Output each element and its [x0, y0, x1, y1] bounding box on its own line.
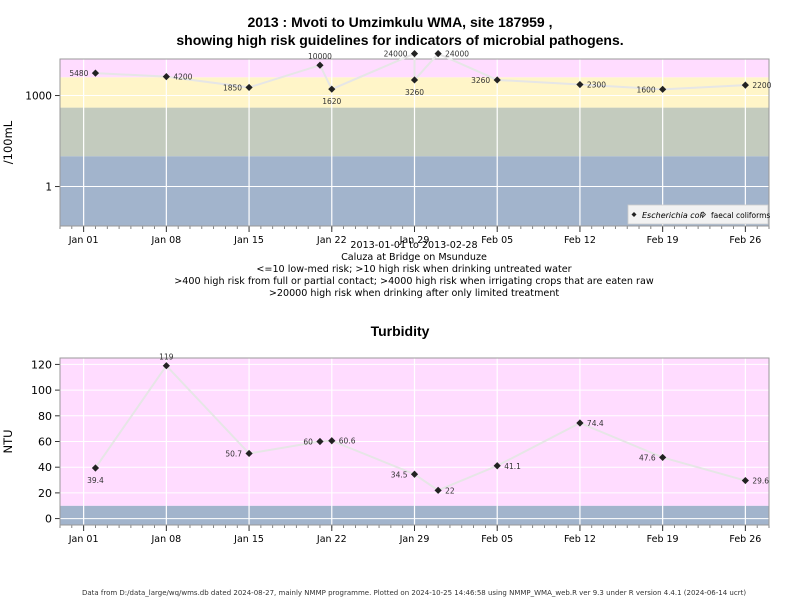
x-tick-label-6: Feb 12: [564, 534, 596, 545]
footer-note: Data from D:/data_large/wq/wms.db dated …: [81, 589, 747, 597]
plot-frame: [59, 357, 770, 526]
x-tick-label-2: Jan 15: [233, 534, 264, 545]
y-tick-label-5: 100: [31, 384, 52, 397]
guideline-note-3: >20000 high risk when drinking after onl…: [268, 288, 560, 299]
data-point-9: [659, 453, 667, 462]
data-point-9: [576, 80, 584, 89]
legend: Escherichia coli faecal coliforms: [627, 204, 770, 225]
y-axis-label: NTU: [1, 429, 15, 453]
data-label-8: 3260: [471, 76, 490, 85]
data-point-7: [493, 462, 501, 470]
x-tick-label-4: Jan 29: [399, 235, 430, 246]
data-label-8: 74.4: [587, 419, 604, 428]
data-label-4: 60.6: [339, 437, 356, 446]
microbial-chart: Jan 01 Jan 08 Jan 15 Jan 22 Jan 29 Feb 05 Feb …: [1, 50, 772, 246]
data-label-6: 3260: [405, 88, 424, 97]
legend-label-ecoli: Escherichia coli: [642, 211, 705, 220]
x-tick-label-0: Jan 01: [68, 534, 99, 545]
y-tick-label-1: 1000: [25, 91, 52, 103]
x-tick-label-4: Jan 29: [399, 534, 430, 545]
x-tick-label-0: Jan 01: [68, 235, 99, 246]
data-point-8: [493, 76, 501, 84]
date-range-note: 2013-01-01 to 2013-02-28: [350, 240, 478, 251]
turbidity-title: Turbidity: [370, 323, 430, 339]
x-tick-label-1: Jan 08: [150, 235, 181, 246]
data-point-10: [659, 85, 667, 93]
x-tick-label-2: Jan 15: [233, 235, 264, 246]
data-label-3: 60: [303, 438, 313, 447]
data-label-7: 41.1: [504, 462, 521, 471]
data-label-5: 24000: [384, 50, 408, 59]
y-axis-label: /100mL: [1, 120, 15, 164]
legend-box: [627, 204, 769, 225]
data-point-10: [741, 476, 749, 485]
guideline-note-1: <=10 low-med risk; >10 high risk when dr…: [256, 264, 572, 275]
x-tick-label-3: Jan 22: [316, 235, 347, 246]
data-label-9: 47.6: [639, 453, 656, 462]
data-point-4: [328, 85, 336, 93]
data-label-2: 1850: [223, 83, 242, 92]
legend-label-faecal: faecal coliforms: [711, 211, 770, 220]
x-tick-label-3: Jan 22: [316, 534, 347, 545]
y-tick-label-3: 60: [38, 436, 52, 449]
data-label-3: 10000: [308, 52, 332, 61]
data-label-5: 34.5: [391, 470, 408, 479]
legend-marker-ecoli: [631, 212, 637, 217]
y-tick-label-2: 40: [38, 461, 52, 474]
guideline-note-2: >400 high risk from full or partial cont…: [174, 276, 654, 287]
data-point-3: [316, 61, 324, 69]
x-tick-label-1: Jan 08: [150, 534, 181, 545]
data-label-9: 2300: [587, 81, 606, 90]
y-tick-label-4: 80: [38, 410, 52, 423]
y-tick-label-6: 120: [31, 358, 52, 371]
data-label-11: 2200: [752, 81, 771, 90]
data-label-10: 1600: [637, 85, 656, 94]
x-tick-label-8: Feb 26: [729, 534, 761, 545]
data-point-5: [410, 470, 419, 478]
data-point-4: [328, 437, 336, 445]
data-label-7: 24000: [445, 50, 469, 59]
data-label-1: 4200: [173, 73, 192, 82]
data-point-7: [434, 50, 442, 58]
turbidity-chart: Jan 01 Jan 08 Jan 15 Jan 22 Jan 29 Feb 05 Feb …: [1, 353, 770, 545]
data-label-2: 50.7: [225, 449, 242, 458]
data-point-3: [316, 437, 324, 446]
data-point-2: [245, 83, 253, 92]
data-label-6: 22: [445, 486, 455, 495]
y-tick-label-1: 20: [38, 487, 52, 500]
data-label-0: 39.4: [87, 476, 104, 485]
data-label-1: 119: [159, 353, 174, 362]
site-name-note: Caluza at Bridge on Msunduze: [341, 252, 487, 263]
data-point-6: [410, 76, 419, 84]
x-tick-label-5: Feb 05: [481, 235, 513, 246]
data-label-4: 1620: [322, 97, 341, 106]
x-tick-label-6: Feb 12: [564, 235, 596, 246]
chart-title-line1: 2013 : Mvoti to Umzimkulu WMA, site 1879…: [247, 14, 553, 30]
data-label-0: 5480: [69, 69, 88, 78]
x-tick-label-7: Feb 19: [647, 534, 679, 545]
data-point-5: [410, 50, 419, 58]
chart-title-line2: showing high risk guidelines for indicat…: [176, 32, 624, 48]
x-tick-label-7: Feb 19: [647, 235, 679, 246]
x-tick-label-8: Feb 26: [729, 235, 761, 246]
data-label-10: 29.6: [752, 477, 769, 486]
data-point-0: [91, 464, 100, 472]
x-tick-label-5: Feb 05: [481, 534, 513, 545]
y-tick-label-0: 0: [45, 513, 52, 526]
data-point-11: [741, 81, 749, 89]
data-point-1: [162, 73, 170, 81]
legend-marker-faecal: [699, 211, 707, 218]
y-tick-label-0: 1: [45, 182, 52, 194]
series-line-0: [95, 52, 746, 91]
